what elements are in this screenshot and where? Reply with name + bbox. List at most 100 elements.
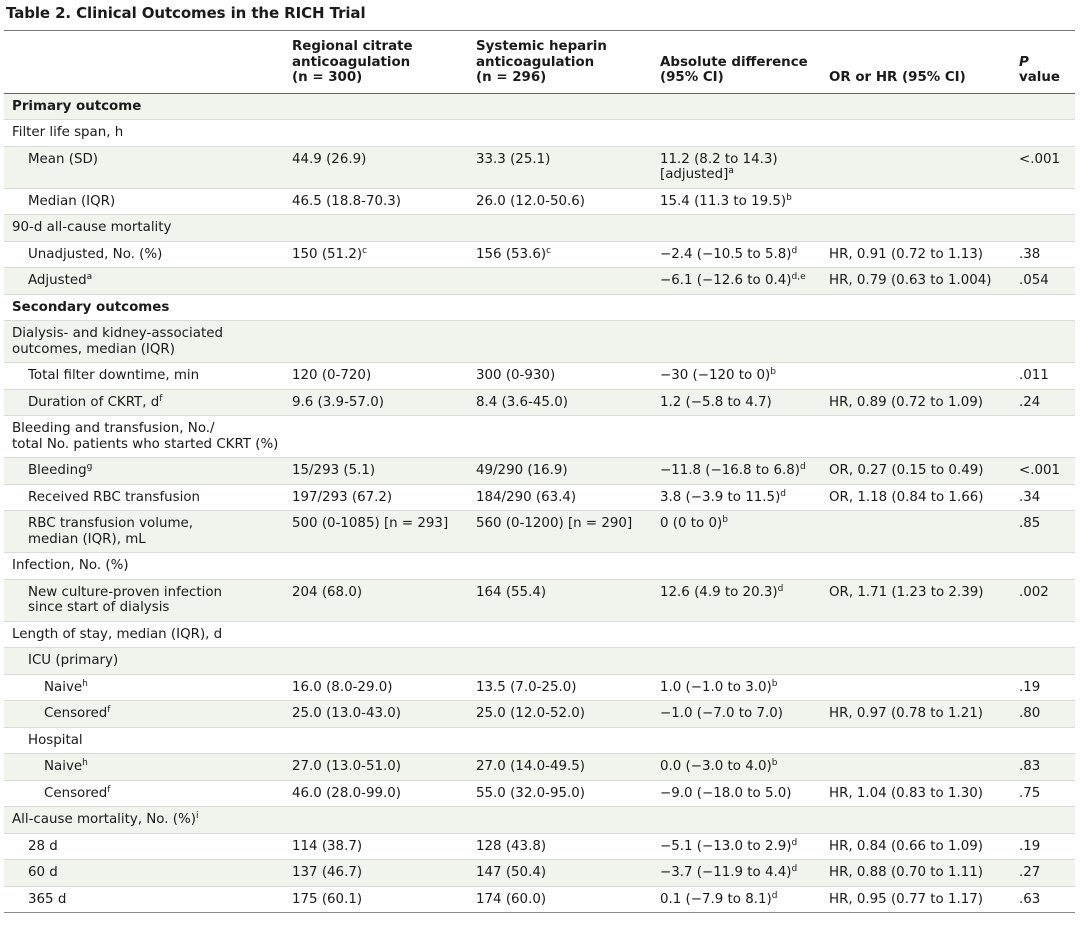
citrate-value <box>286 214 470 242</box>
citrate-value-text: 44.9 (26.9) <box>292 151 367 167</box>
or-hr-value: HR, 0.97 (0.78 to 1.21) <box>823 700 1013 728</box>
row-label-text: Naive <box>44 679 83 695</box>
footnote-marker: a <box>86 272 93 282</box>
heparin-value <box>470 806 654 834</box>
citrate-value-text: 9.6 (3.9-57.0) <box>292 394 384 410</box>
citrate-value-text: 27.0 (13.0-51.0) <box>292 759 401 774</box>
or-hr-value: OR, 1.71 (1.23 to 2.39) <box>823 579 1013 622</box>
footnote-marker: d <box>791 837 798 848</box>
heparin-value-text: 49/290 (16.9) <box>476 463 568 478</box>
heparin-value: 13.5 (7.0-25.0) <box>470 674 654 701</box>
header-absolute-difference-column: Absolute difference (95% CI) <box>654 30 823 94</box>
absolute-difference-value-text: 11.2 (8.2 to 14.3) [adjusted] <box>660 151 778 183</box>
table-row: 60 d 137 (46.7) 147 (50.4) −3.7 (−11.9 to 4… <box>4 859 1075 887</box>
absolute-difference-value: −30 (−120 to 0)b <box>654 362 823 390</box>
citrate-value: 16.0 (8.0-29.0) <box>286 674 470 701</box>
p-value <box>1013 320 1075 363</box>
p-value: .63 <box>1013 886 1075 913</box>
absolute-difference-value-text: 0 (0 to 0) <box>660 516 723 531</box>
absolute-difference-value-text: −30 (−120 to 0) <box>660 368 771 383</box>
footnote-marker: b <box>786 192 792 203</box>
row-label-text: 90-d all-cause mortality <box>12 220 172 235</box>
citrate-value: 150 (51.2)c <box>286 241 470 268</box>
table-row: Censoredf 25.0 (13.0-43.0) 25.0 (12.0-52.0… <box>4 700 1075 728</box>
p-value <box>1013 214 1075 242</box>
absolute-difference-value-text: 1.2 (−5.8 to 4.7) <box>660 394 772 410</box>
heparin-value <box>470 647 654 675</box>
row-label: Total filter downtime, min <box>4 362 286 390</box>
or-hr-value <box>823 362 1013 390</box>
p-value: .011 <box>1013 362 1075 390</box>
table-row: Total filter downtime, min 120 (0-720) 300… <box>4 362 1075 390</box>
row-label-text: Median (IQR) <box>28 193 116 209</box>
citrate-value-text: 15/293 (5.1) <box>292 463 376 478</box>
row-label-text: Censored <box>44 706 108 721</box>
heparin-value <box>470 293 654 321</box>
citrate-value <box>286 320 470 363</box>
citrate-value <box>286 806 470 834</box>
table-row: Mean (SD) 44.9 (26.9) 33.3 (25.1) 11.2 (8.2… <box>4 146 1075 189</box>
heparin-value: 27.0 (14.0-49.5) <box>470 753 654 781</box>
row-label: 60 d <box>4 859 286 887</box>
table-row: 365 d 175 (60.1) 174 (60.0) 0.1 (−7.9 to 8.… <box>4 886 1075 913</box>
row-label: Naiveh <box>4 753 286 781</box>
heparin-value: 26.0 (12.0-50.6) <box>470 188 654 215</box>
or-hr-value-text: HR, 1.04 (0.83 to 1.30) <box>829 785 983 801</box>
citrate-value <box>286 552 470 580</box>
p-value: .38 <box>1013 241 1075 268</box>
row-label-text: 28 d <box>28 838 58 854</box>
p-value-text: .63 <box>1019 891 1041 907</box>
group-row: Dialysis- and kidney-associated outcomes… <box>4 320 1075 363</box>
heparin-value-text: 55.0 (32.0-95.0) <box>476 785 585 801</box>
p-value: .002 <box>1013 579 1075 622</box>
citrate-value-text: 114 (38.7) <box>292 838 363 854</box>
or-hr-value <box>823 188 1013 215</box>
table-row: Naiveh 16.0 (8.0-29.0) 13.5 (7.0-25.0) 1.0 … <box>4 674 1075 701</box>
p-value: .19 <box>1013 833 1075 860</box>
citrate-value: 44.9 (26.9) <box>286 146 470 189</box>
citrate-value: 114 (38.7) <box>286 833 470 860</box>
absolute-difference-value: 3.8 (−3.9 to 11.5)d <box>654 484 823 511</box>
row-label: 28 d <box>4 833 286 860</box>
or-hr-value-text: OR, 1.71 (1.23 to 2.39) <box>829 584 984 600</box>
footnote-marker: f <box>159 393 163 404</box>
absolute-difference-value <box>654 119 823 147</box>
heparin-value-text: 147 (50.4) <box>476 865 547 880</box>
or-hr-value-text: HR, 0.89 (0.72 to 1.09) <box>829 394 983 410</box>
absolute-difference-value: −11.8 (−16.8 to 6.8)d <box>654 457 823 485</box>
heparin-value: 174 (60.0) <box>470 886 654 913</box>
table-row: Median (IQR) 46.5 (18.8-70.3) 26.0 (12.0-5… <box>4 188 1075 215</box>
table-header: Regional citrate anticoagulation (n = 30… <box>4 30 1075 94</box>
table-row: Bleedingg 15/293 (5.1) 49/290 (16.9) −11.8 … <box>4 457 1075 485</box>
table-row: New culture-proven infection since start… <box>4 579 1075 622</box>
citrate-value <box>286 415 470 458</box>
p-value <box>1013 621 1075 648</box>
or-hr-value <box>823 647 1013 675</box>
row-label-text: 60 d <box>28 865 58 880</box>
absolute-difference-value <box>654 621 823 648</box>
absolute-difference-value-text: 1.0 (−1.0 to 3.0) <box>660 679 772 695</box>
or-hr-value-text: HR, 0.88 (0.70 to 1.11) <box>829 865 983 880</box>
p-value-text: .27 <box>1019 865 1041 880</box>
footnote-marker: d <box>780 488 787 499</box>
group-row: Infection, No. (%) <box>4 552 1075 580</box>
heparin-value: 147 (50.4) <box>470 859 654 887</box>
absolute-difference-value-text: −9.0 (−18.0 to 5.0) <box>660 785 792 801</box>
citrate-value-text: 150 (51.2) <box>292 246 363 262</box>
citrate-value: 46.5 (18.8-70.3) <box>286 188 470 215</box>
absolute-difference-value: 0.0 (−3.0 to 4.0)b <box>654 753 823 781</box>
row-label-text: Mean (SD) <box>28 151 99 167</box>
or-hr-value: HR, 0.79 (0.63 to 1.004) <box>823 267 1013 295</box>
citrate-value <box>286 119 470 147</box>
footnote-marker: c <box>546 245 552 256</box>
citrate-value-text: 197/293 (67.2) <box>292 489 393 505</box>
or-hr-value <box>823 753 1013 781</box>
row-label: Duration of CKRT, df <box>4 389 286 416</box>
or-hr-value: HR, 0.89 (0.72 to 1.09) <box>823 389 1013 416</box>
footnote-marker: d <box>800 462 806 472</box>
heparin-value-text: 25.0 (12.0-52.0) <box>476 706 585 721</box>
heparin-value-text: 33.3 (25.1) <box>476 151 551 167</box>
or-hr-value: HR, 0.84 (0.66 to 1.09) <box>823 833 1013 860</box>
footnote-marker: h <box>82 678 88 689</box>
row-label-text: ICU (primary) <box>28 653 119 668</box>
